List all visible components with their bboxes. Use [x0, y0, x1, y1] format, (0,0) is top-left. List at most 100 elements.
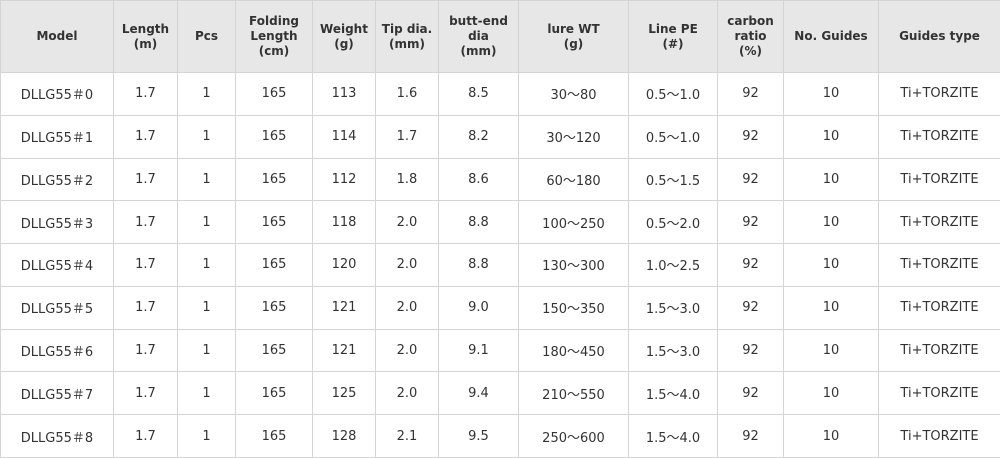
cell-tip-dia: 2.1	[375, 414, 439, 458]
cell-pcs: 1	[177, 72, 236, 116]
cell-line-pe: 1.5～4.0	[628, 414, 718, 458]
cell-guides-type: Ti+TORZITE	[878, 414, 1000, 458]
cell-no-guides: 10	[783, 200, 879, 245]
cell-carbon: 92	[717, 114, 784, 159]
cell-model: DLLG55＃7	[0, 371, 114, 416]
cell-length: 1.7	[113, 243, 178, 287]
cell-no-guides: 10	[783, 285, 879, 330]
cell-tip-dia: 2.0	[375, 371, 439, 416]
cell-folding: 165	[235, 157, 313, 202]
cell-folding: 165	[235, 200, 313, 245]
cell-guides-type: Ti+TORZITE	[878, 114, 1000, 159]
cell-model: DLLG55＃5	[0, 285, 114, 330]
cell-no-guides: 10	[783, 328, 879, 373]
column-header-guides-type: Guides type	[878, 0, 1000, 73]
cell-line-pe: 1.5～3.0	[628, 285, 718, 330]
cell-pcs: 1	[177, 114, 236, 159]
cell-butt-end: 8.6	[438, 157, 519, 202]
cell-butt-end: 9.5	[438, 414, 519, 458]
table-row: DLLG55＃4 1.7 1 165 120 2.0 8.8 130～300 1.0～2.5 92…	[0, 243, 1000, 287]
cell-guides-type: Ti+TORZITE	[878, 243, 1000, 287]
cell-guides-type: Ti+TORZITE	[878, 328, 1000, 373]
column-header-weight: Weight (g)	[312, 0, 376, 73]
cell-model: DLLG55＃3	[0, 200, 114, 245]
cell-butt-end: 8.8	[438, 243, 519, 287]
cell-weight: 121	[312, 285, 376, 330]
cell-folding: 165	[235, 328, 313, 373]
cell-weight: 113	[312, 72, 376, 116]
table-row: DLLG55＃0 1.7 1 165 113 1.6 8.5 30～80 0.5～1.0 92 10…	[0, 72, 1000, 116]
table-row: DLLG55＃6 1.7 1 165 121 2.0 9.1 180～450 1.5～3.0 92…	[0, 328, 1000, 373]
cell-guides-type: Ti+TORZITE	[878, 285, 1000, 330]
cell-weight: 121	[312, 328, 376, 373]
cell-butt-end: 9.0	[438, 285, 519, 330]
cell-guides-type: Ti+TORZITE	[878, 157, 1000, 202]
cell-carbon: 92	[717, 285, 784, 330]
column-header-pcs: Pcs	[177, 0, 236, 73]
header-row: Model Length (m) Pcs Folding Length (cm) Wei…	[0, 0, 1000, 73]
cell-lure-wt: 180～450	[518, 328, 629, 373]
cell-pcs: 1	[177, 243, 236, 287]
cell-tip-dia: 2.0	[375, 328, 439, 373]
cell-lure-wt: 210～550	[518, 371, 629, 416]
cell-carbon: 92	[717, 414, 784, 458]
cell-no-guides: 10	[783, 243, 879, 287]
cell-tip-dia: 1.6	[375, 72, 439, 116]
cell-butt-end: 8.5	[438, 72, 519, 116]
cell-carbon: 92	[717, 328, 784, 373]
cell-carbon: 92	[717, 200, 784, 245]
cell-model: DLLG55＃8	[0, 414, 114, 458]
cell-tip-dia: 2.0	[375, 285, 439, 330]
cell-carbon: 92	[717, 371, 784, 416]
cell-tip-dia: 1.8	[375, 157, 439, 202]
cell-lure-wt: 150～350	[518, 285, 629, 330]
cell-folding: 165	[235, 285, 313, 330]
column-header-tip-dia: Tip dia. (mm)	[375, 0, 439, 73]
cell-pcs: 1	[177, 285, 236, 330]
cell-no-guides: 10	[783, 72, 879, 116]
cell-butt-end: 9.4	[438, 371, 519, 416]
cell-lure-wt: 30～120	[518, 114, 629, 159]
cell-tip-dia: 2.0	[375, 243, 439, 287]
column-header-butt-end: butt-end dia (mm)	[438, 0, 519, 73]
column-header-lure-wt: lure WT (g)	[518, 0, 629, 73]
cell-weight: 114	[312, 114, 376, 159]
cell-folding: 165	[235, 114, 313, 159]
cell-lure-wt: 100～250	[518, 200, 629, 245]
table-row: DLLG55＃5 1.7 1 165 121 2.0 9.0 150～350 1.5～3.0 92…	[0, 285, 1000, 330]
cell-weight: 120	[312, 243, 376, 287]
column-header-carbon: carbon ratio (%)	[717, 0, 784, 73]
cell-guides-type: Ti+TORZITE	[878, 200, 1000, 245]
cell-carbon: 92	[717, 72, 784, 116]
cell-weight: 118	[312, 200, 376, 245]
cell-guides-type: Ti+TORZITE	[878, 72, 1000, 116]
cell-model: DLLG55＃4	[0, 243, 114, 287]
cell-length: 1.7	[113, 285, 178, 330]
cell-line-pe: 0.5～1.0	[628, 72, 718, 116]
cell-weight: 128	[312, 414, 376, 458]
cell-length: 1.7	[113, 371, 178, 416]
cell-butt-end: 9.1	[438, 328, 519, 373]
cell-model: DLLG55＃2	[0, 157, 114, 202]
cell-model: DLLG55＃6	[0, 328, 114, 373]
table-row: DLLG55＃8 1.7 1 165 128 2.1 9.5 250～600 1.5～4.0 92…	[0, 414, 1000, 458]
cell-butt-end: 8.8	[438, 200, 519, 245]
cell-line-pe: 0.5～1.0	[628, 114, 718, 159]
cell-length: 1.7	[113, 200, 178, 245]
column-header-length: Length (m)	[113, 0, 178, 73]
cell-model: DLLG55＃1	[0, 114, 114, 159]
column-header-model: Model	[0, 0, 114, 73]
cell-line-pe: 1.0～2.5	[628, 243, 718, 287]
cell-folding: 165	[235, 72, 313, 116]
cell-line-pe: 0.5～2.0	[628, 200, 718, 245]
cell-tip-dia: 2.0	[375, 200, 439, 245]
cell-carbon: 92	[717, 157, 784, 202]
cell-model: DLLG55＃0	[0, 72, 114, 116]
cell-length: 1.7	[113, 328, 178, 373]
cell-line-pe: 1.5～3.0	[628, 328, 718, 373]
table-row: DLLG55＃3 1.7 1 165 118 2.0 8.8 100～250 0.5～2.0 92…	[0, 200, 1000, 245]
cell-no-guides: 10	[783, 114, 879, 159]
column-header-line-pe: Line PE (#)	[628, 0, 718, 73]
cell-length: 1.7	[113, 157, 178, 202]
